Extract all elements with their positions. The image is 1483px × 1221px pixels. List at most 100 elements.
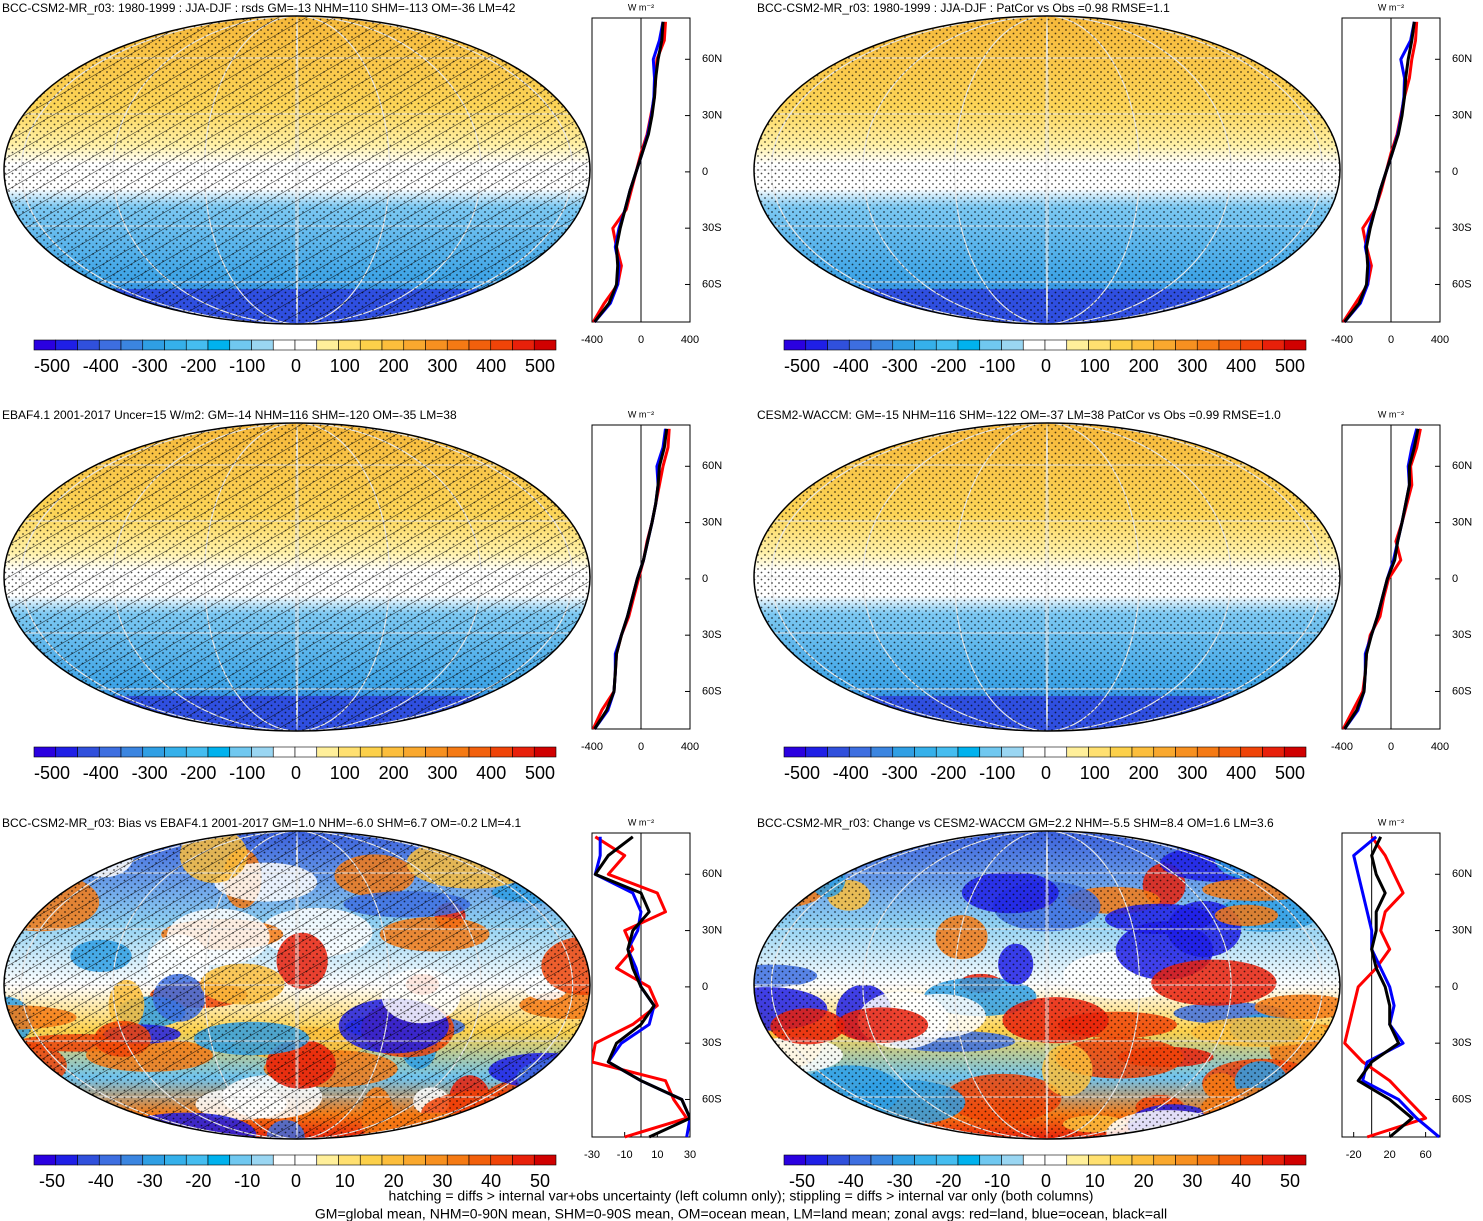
- colorbar-swatch: [251, 339, 274, 351]
- y-tick-label: 60N: [1452, 53, 1472, 65]
- colorbar-swatch: [805, 339, 828, 351]
- colorbar-swatch: [1001, 339, 1024, 351]
- stipple: [754, 831, 1340, 1139]
- colorbar-swatch: [425, 1154, 448, 1166]
- map: [4, 423, 590, 731]
- colorbar-swatch: [827, 339, 850, 351]
- colorbar-swatch: [1109, 339, 1133, 351]
- colorbar-swatch: [338, 746, 361, 758]
- panel-title: BCC-CSM2-MR_r03: 1980-1999 : JJA-DJF : P…: [757, 1, 1170, 15]
- colorbar-label: 20: [384, 1171, 404, 1191]
- zonal-line: [1343, 21, 1416, 323]
- colorbar-label: -20: [185, 1171, 211, 1191]
- colorbar-swatch: [1240, 339, 1263, 351]
- colorbar-swatch: [185, 746, 209, 758]
- colorbar-swatch: [1153, 1154, 1176, 1166]
- y-tick-label: 30S: [1452, 222, 1472, 234]
- colorbar-swatch: [98, 339, 122, 351]
- colorbar-label: 400: [1226, 356, 1256, 376]
- colorbar-swatch: [359, 339, 383, 351]
- colorbar-swatch: [207, 746, 231, 758]
- colorbar-swatch: [120, 746, 144, 758]
- colorbar-label: -400: [833, 356, 869, 376]
- colorbar-swatch: [512, 1154, 535, 1166]
- colorbar-label: 400: [476, 763, 506, 783]
- colorbar-swatch: [294, 746, 318, 758]
- colorbar-label: -10: [234, 1171, 260, 1191]
- colorbar-swatch: [848, 1154, 872, 1166]
- colorbar-label: 300: [427, 356, 457, 376]
- zonal-line: [1343, 428, 1420, 730]
- map-border: [3, 830, 591, 1140]
- x-tick-label: 400: [1431, 334, 1449, 346]
- zonal-line: [592, 835, 689, 1139]
- colorbar-swatch: [957, 339, 981, 351]
- colorbar-swatch: [870, 339, 894, 351]
- y-tick-label: 0: [702, 573, 708, 585]
- colorbar-swatch: [1109, 746, 1133, 758]
- colorbar-swatch: [533, 746, 557, 758]
- hatching: [4, 16, 590, 324]
- x-tick-label: 400: [681, 334, 699, 346]
- x-tick-label: 20: [1384, 1149, 1396, 1161]
- colorbar-label: 500: [525, 356, 555, 376]
- colorbar-swatch: [935, 339, 959, 351]
- colorbar-label: 0: [1041, 356, 1051, 376]
- colorbar-swatch: [207, 339, 231, 351]
- colorbar-swatch: [1066, 1154, 1089, 1166]
- x-tick-label: -400: [1331, 334, 1353, 346]
- map: [4, 831, 590, 1139]
- colorbar-swatch: [1283, 1154, 1307, 1166]
- x-tick-label: 10: [651, 1149, 663, 1161]
- colorbar-label: 10: [335, 1171, 355, 1191]
- map-border: [753, 15, 1341, 325]
- y-tick-label: 60S: [702, 1093, 722, 1105]
- colorbar-label: 0: [291, 356, 301, 376]
- y-tick-label: 30S: [1452, 629, 1472, 641]
- y-tick-label: 30N: [1452, 516, 1472, 528]
- colorbar-label: -500: [34, 356, 70, 376]
- panel-title: EBAF4.1 2001-2017 Uncer=15 W/m2: GM=-14 …: [2, 408, 457, 422]
- colorbar-swatch: [783, 746, 807, 758]
- y-tick-label: 30S: [702, 629, 722, 641]
- colorbar-swatch: [1044, 746, 1068, 758]
- colorbar-swatch: [1153, 339, 1176, 351]
- colorbar-swatch: [935, 1154, 959, 1166]
- x-tick-label: -400: [1331, 741, 1353, 753]
- colorbar-swatch: [120, 1154, 144, 1166]
- colorbar-swatch: [1044, 1154, 1068, 1166]
- y-tick-label: 30S: [702, 222, 722, 234]
- colorbar-label: 100: [1080, 763, 1110, 783]
- colorbar-label: -100: [979, 763, 1015, 783]
- colorbar-swatch: [1262, 746, 1285, 758]
- colorbar-label: -300: [132, 763, 168, 783]
- zonal-line: [1356, 836, 1414, 1139]
- colorbar-swatch: [316, 339, 339, 351]
- colorbar-swatch: [359, 1154, 383, 1166]
- colorbar-swatch: [33, 1154, 57, 1166]
- colorbar-label: -200: [180, 356, 216, 376]
- colorbar-label: -100: [229, 356, 265, 376]
- colorbar-label: -300: [132, 356, 168, 376]
- colorbar-swatch: [1175, 339, 1198, 351]
- x-tick-label: 0: [638, 334, 644, 346]
- y-tick-label: 30N: [702, 109, 722, 121]
- colorbar-swatch: [55, 1154, 78, 1166]
- colorbar-swatch: [783, 339, 807, 351]
- colorbar-label: 200: [1129, 356, 1159, 376]
- colorbar-swatch: [1131, 1154, 1155, 1166]
- map: [754, 16, 1340, 324]
- colorbar-swatch: [403, 339, 426, 351]
- colorbar-swatch: [77, 1154, 100, 1166]
- map-blob: [754, 1114, 788, 1139]
- map-border: [3, 422, 591, 732]
- colorbar-label: -200: [180, 763, 216, 783]
- hatching: [4, 831, 590, 1139]
- colorbar-swatch: [1044, 339, 1068, 351]
- y-tick-label: 30S: [702, 1037, 722, 1049]
- colorbar-swatch: [446, 746, 470, 758]
- colorbar-swatch: [98, 746, 122, 758]
- colorbar-swatch: [1001, 746, 1024, 758]
- colorbar-label: 30: [432, 1171, 452, 1191]
- colorbar-label: 40: [1231, 1171, 1251, 1191]
